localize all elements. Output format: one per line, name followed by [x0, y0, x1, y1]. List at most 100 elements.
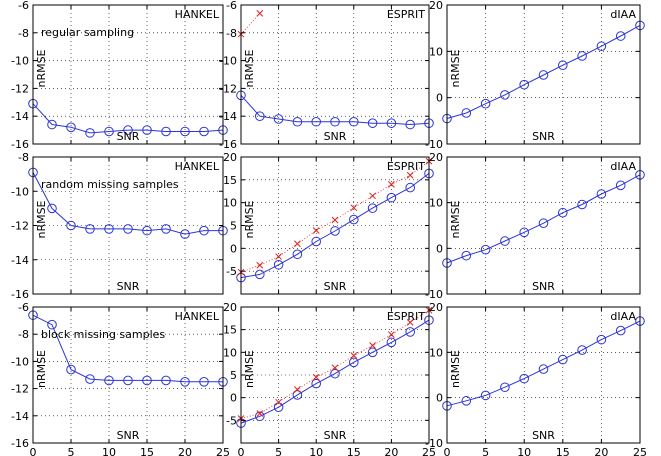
- x-axis-label: SNR: [324, 429, 347, 442]
- data-point: [47, 119, 57, 130]
- x-marker-stroke: [406, 319, 414, 326]
- series-0: [442, 20, 645, 124]
- data-point: [367, 347, 378, 358]
- y-tick-label: 10: [223, 197, 237, 210]
- y-tick-label: -6: [18, 301, 29, 314]
- y-axis-label: nRMSE: [243, 350, 256, 388]
- panel-1-1: -6 -8 -10 -12 -14 -16 HANKEL regular sampling SN…: [11, 0, 228, 151]
- panel-title: HANKEL: [175, 8, 220, 21]
- data-point: [330, 226, 340, 236]
- y-tick-label: -5: [226, 265, 237, 278]
- axes-box: [32, 4, 224, 145]
- plot-area: [33, 5, 223, 144]
- x-tick-label: 0: [238, 446, 245, 456]
- y-tick-label: -16: [11, 288, 29, 301]
- data-point: [330, 368, 340, 379]
- data-point: [350, 352, 358, 359]
- y-axis-label: nRMSE: [449, 49, 462, 87]
- x-marker-stroke: [350, 204, 358, 212]
- data-point: [386, 192, 397, 203]
- data-point: [388, 331, 395, 339]
- data-point: [596, 334, 607, 345]
- data-point: [256, 9, 264, 17]
- data-point: [330, 116, 340, 127]
- y-tick-label: -8: [18, 27, 29, 40]
- data-point: [500, 236, 510, 246]
- y-axis-label: nRMSE: [449, 350, 462, 388]
- data-point: [256, 410, 264, 417]
- x-marker-stroke: [331, 216, 339, 224]
- y-tick-label: -10: [425, 138, 443, 151]
- data-point: [104, 224, 114, 234]
- data-point: [406, 171, 414, 179]
- series-line: [240, 319, 430, 424]
- x-axis-label: SNR: [532, 429, 555, 442]
- x-tick-label: 25: [633, 446, 647, 456]
- y-tick-label: 10: [429, 45, 443, 58]
- x-tick-label: 15: [140, 446, 154, 456]
- y-tick-label: -10: [219, 55, 237, 68]
- data-point: [85, 374, 95, 384]
- y-tick-label: -10: [11, 355, 29, 368]
- data-point: [85, 128, 95, 138]
- y-axis-label: nRMSE: [35, 49, 48, 87]
- x-marker-stroke: [294, 386, 301, 393]
- data-point: [405, 327, 416, 337]
- y-tick-label: -8: [18, 328, 29, 341]
- y-tick-label: -6: [18, 0, 29, 12]
- panel-annotation: block missing samples: [41, 328, 165, 341]
- series-0: [236, 168, 434, 283]
- data-point: [256, 261, 264, 269]
- panel-title: HANKEL: [175, 310, 220, 323]
- x-axis-label: SNR: [324, 130, 347, 143]
- panel-1-2: -6 -8 -10 -12 -14 -16 ESPRIT SNR nRMSE: [219, 0, 434, 151]
- y-tick-label: -14: [11, 410, 29, 423]
- series-line: [446, 24, 641, 119]
- panel-3-1: 0 5 10 15 20 25 -6 -8 -10 -12 -14 -16 HANKEL block mi…: [11, 301, 230, 456]
- x-tick-label: 20: [178, 446, 192, 456]
- series-line: [240, 94, 430, 126]
- data-point: [104, 375, 114, 386]
- panel-title: HANKEL: [175, 160, 220, 173]
- x-axis-label: SNR: [532, 130, 555, 143]
- y-tick-label: -10: [11, 185, 29, 198]
- data-point: [275, 398, 282, 406]
- data-point: [199, 225, 209, 236]
- x-marker-stroke: [388, 181, 395, 188]
- panel-3-2: 0 5 10 15 20 25 20 15 10 5 0 -5 ESPRIT SNR nRMSE: [223, 301, 436, 456]
- data-point: [180, 126, 190, 137]
- data-point: [292, 116, 303, 127]
- y-tick-label: 20: [223, 301, 237, 314]
- axes-box: [240, 4, 430, 145]
- data-point: [519, 227, 530, 238]
- x-tick-label: 10: [517, 446, 531, 456]
- axes-box: [446, 156, 641, 295]
- data-point: [405, 119, 416, 130]
- x-marker-stroke: [256, 261, 264, 269]
- y-tick-label: -10: [425, 437, 443, 450]
- data-point: [538, 218, 549, 229]
- data-point: [66, 122, 76, 133]
- series-line: [32, 314, 223, 383]
- data-point: [311, 378, 322, 389]
- data-point: [386, 118, 397, 128]
- x-marker-stroke: [369, 192, 376, 200]
- y-tick-label: 20: [429, 0, 443, 12]
- plot-area: [241, 5, 429, 144]
- x-tick-label: 25: [422, 446, 436, 456]
- y-tick-label: -5: [226, 414, 237, 427]
- data-point: [558, 354, 568, 365]
- data-point: [558, 60, 568, 71]
- y-tick-label: 0: [436, 242, 443, 255]
- x-marker-stroke: [350, 352, 358, 359]
- data-point: [123, 125, 133, 135]
- data-point: [294, 386, 301, 393]
- data-point: [461, 108, 472, 118]
- y-tick-label: 10: [429, 197, 443, 210]
- data-point: [349, 357, 359, 368]
- panel-annotation: regular sampling: [41, 26, 134, 39]
- y-tick-label: -14: [11, 110, 29, 123]
- data-point: [350, 204, 358, 212]
- y-tick-label: 20: [429, 301, 443, 314]
